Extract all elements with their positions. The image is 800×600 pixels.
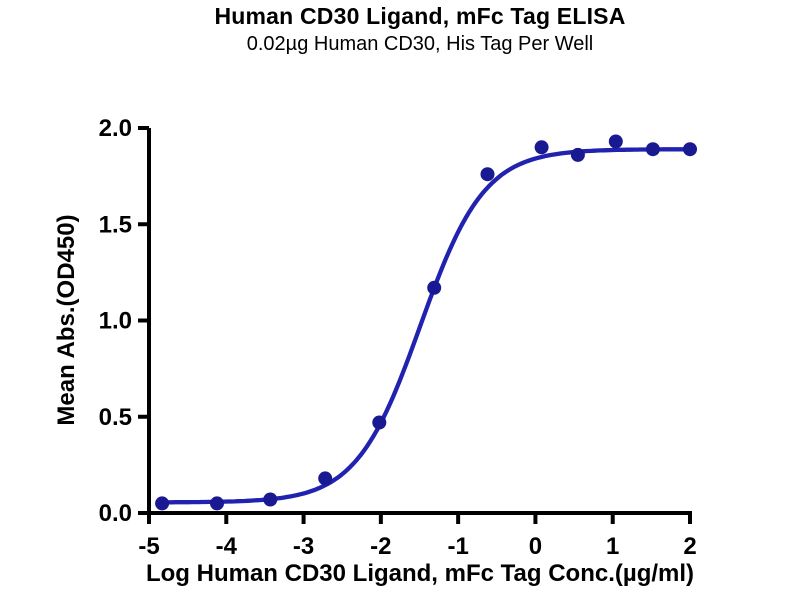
x-tick-label: 1 — [606, 533, 619, 560]
data-point — [534, 140, 549, 155]
x-tick-label: -2 — [370, 533, 391, 560]
data-point — [427, 280, 442, 295]
data-point — [480, 167, 495, 182]
data-point — [683, 142, 697, 157]
x-axis-label: Log Human CD30 Ligand, mFc Tag Conc.(µg/… — [145, 560, 695, 587]
x-tick-label: -4 — [216, 533, 238, 560]
y-tick-label: 2.0 — [99, 115, 132, 142]
data-point — [318, 471, 333, 486]
fit-curve — [159, 147, 693, 505]
chart-title: Human CD30 Ligand, mFc Tag ELISA — [214, 3, 626, 29]
x-tick-label: 2 — [683, 533, 696, 560]
data-point — [570, 147, 585, 162]
data-point — [608, 134, 623, 149]
chart-subtitle: 0.02µg Human CD30, His Tag Per Well — [246, 33, 594, 55]
x-tick-label: -5 — [138, 533, 159, 560]
data-point — [372, 415, 387, 430]
y-tick-label: 1.0 — [99, 308, 132, 335]
data-point — [210, 496, 224, 511]
x-tick-label: 0 — [529, 533, 542, 560]
x-tick-label: -1 — [447, 533, 468, 560]
y-tick-label: 0.5 — [99, 404, 132, 431]
y-tick-label: 0.0 — [99, 500, 132, 527]
y-tick-label: 1.5 — [99, 211, 132, 238]
data-point — [645, 142, 660, 157]
x-tick-label: -3 — [293, 533, 314, 560]
data-point — [155, 496, 170, 511]
data-point — [263, 492, 278, 507]
